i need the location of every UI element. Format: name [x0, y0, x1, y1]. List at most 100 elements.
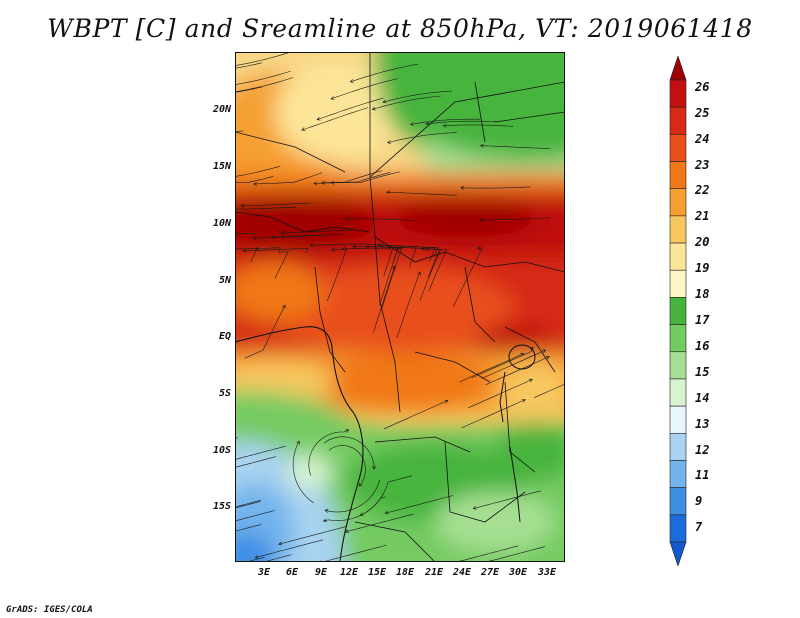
streamline-arrow: [365, 244, 370, 249]
colorbar-segment: [669, 460, 687, 488]
streamline: [480, 145, 551, 149]
x-tick-label: 18E: [395, 567, 415, 578]
streamline: [453, 247, 483, 307]
streamline-arrow: [545, 355, 550, 360]
x-tick-label: 33E: [537, 567, 557, 578]
colorbar-label: 13: [695, 417, 710, 431]
streamline: [342, 247, 398, 264]
streamline: [425, 120, 496, 125]
streamline: [310, 243, 381, 246]
streamline: [385, 495, 453, 514]
colorbar-segment: [669, 487, 687, 516]
streamline: [353, 246, 394, 277]
streamline-arrow: [371, 106, 376, 111]
streamline: [245, 556, 265, 562]
colorbar-label: 15: [695, 365, 710, 379]
streamline-arrow: [324, 509, 329, 513]
streamline: [235, 86, 263, 93]
streamline-arrow: [271, 235, 276, 240]
streamline: [235, 248, 258, 263]
streamline: [278, 526, 347, 545]
temperature-field: [235, 52, 565, 562]
streamline-arrow: [280, 231, 285, 235]
streamline: [459, 353, 524, 383]
streamline: [373, 265, 395, 333]
streamline: [281, 230, 352, 234]
colorbar-segment: [669, 324, 687, 353]
streamline: [360, 475, 413, 516]
colorbar-segment: [669, 405, 687, 434]
streamline-arrow: [382, 99, 387, 104]
colorbar-label: 26: [695, 80, 710, 94]
colorbar-segment: [669, 269, 687, 298]
colorbar-segment: [669, 79, 687, 108]
streamline: [345, 513, 414, 533]
credit-text: GrADS: IGES/COLA: [6, 605, 93, 615]
streamline-arrow: [352, 244, 357, 249]
streamline-arrow: [344, 216, 349, 221]
streamline: [255, 539, 324, 558]
colorbar-segment: [669, 56, 687, 81]
streamline-arrow: [322, 518, 327, 523]
x-tick-label: 3E: [257, 567, 271, 578]
streamline: [328, 445, 366, 487]
x-tick-label: 27E: [480, 567, 500, 578]
great-lakes: [499, 344, 536, 523]
streamline: [235, 501, 261, 509]
streamline: [330, 78, 399, 100]
streamline-arrow: [472, 505, 477, 510]
streamline: [235, 206, 297, 210]
streamline: [241, 202, 312, 206]
streamline: [235, 70, 291, 85]
streamline: [235, 456, 277, 468]
streamline-arrow: [282, 304, 286, 309]
streamline: [271, 234, 342, 238]
streamline: [235, 62, 263, 69]
streamline-arrow: [278, 541, 283, 546]
streamline: [235, 52, 290, 66]
streamline-arrow: [542, 349, 547, 354]
chart-title: WBPT [C] and Sreamline at 850hPa, VT: 20…: [47, 14, 753, 43]
colorbar-segment: [669, 378, 687, 407]
streamline-arrow: [425, 121, 430, 126]
x-tick-label: 9E: [314, 567, 328, 578]
streamline-arrow: [386, 190, 391, 195]
streamline-arrow: [384, 510, 389, 515]
colorbar-segment: [669, 541, 687, 566]
streamline: [243, 247, 309, 253]
streamline-arrow: [321, 180, 326, 185]
coastline: [235, 326, 364, 562]
streamline-arrow: [309, 243, 314, 248]
streamline: [262, 554, 292, 562]
streamline-arrow: [442, 123, 447, 128]
colorbar-segment: [669, 242, 687, 271]
streamline: [460, 186, 531, 189]
y-tick-label: 15S: [212, 501, 231, 512]
streamlines: [235, 52, 565, 562]
colorbar-label: 19: [695, 261, 710, 275]
country-borders: [235, 52, 565, 562]
streamline-arrow: [420, 246, 425, 251]
streamline-arrow: [409, 122, 414, 126]
streamline: [473, 490, 541, 509]
colorbar-segment: [669, 297, 687, 325]
colorbar-segment: [669, 188, 687, 217]
streamline: [235, 233, 257, 234]
streamline: [468, 379, 533, 409]
streamline: [301, 107, 369, 131]
streamline-arrow: [313, 181, 318, 186]
streamline: [480, 217, 551, 221]
colorbar-label: 16: [695, 339, 710, 353]
streamline-arrow: [444, 399, 449, 404]
streamline-arrow: [254, 554, 259, 559]
streamline: [324, 436, 375, 470]
streamline: [410, 118, 481, 125]
streamline: [533, 383, 565, 398]
colorbar-label: 24: [695, 132, 710, 146]
streamline: [366, 246, 417, 268]
streamline-arrow: [253, 181, 258, 186]
y-tick-label: EQ: [218, 331, 231, 342]
colorbar-segment: [669, 514, 687, 543]
streamline-arrow: [479, 143, 484, 148]
streamline: [421, 248, 448, 292]
